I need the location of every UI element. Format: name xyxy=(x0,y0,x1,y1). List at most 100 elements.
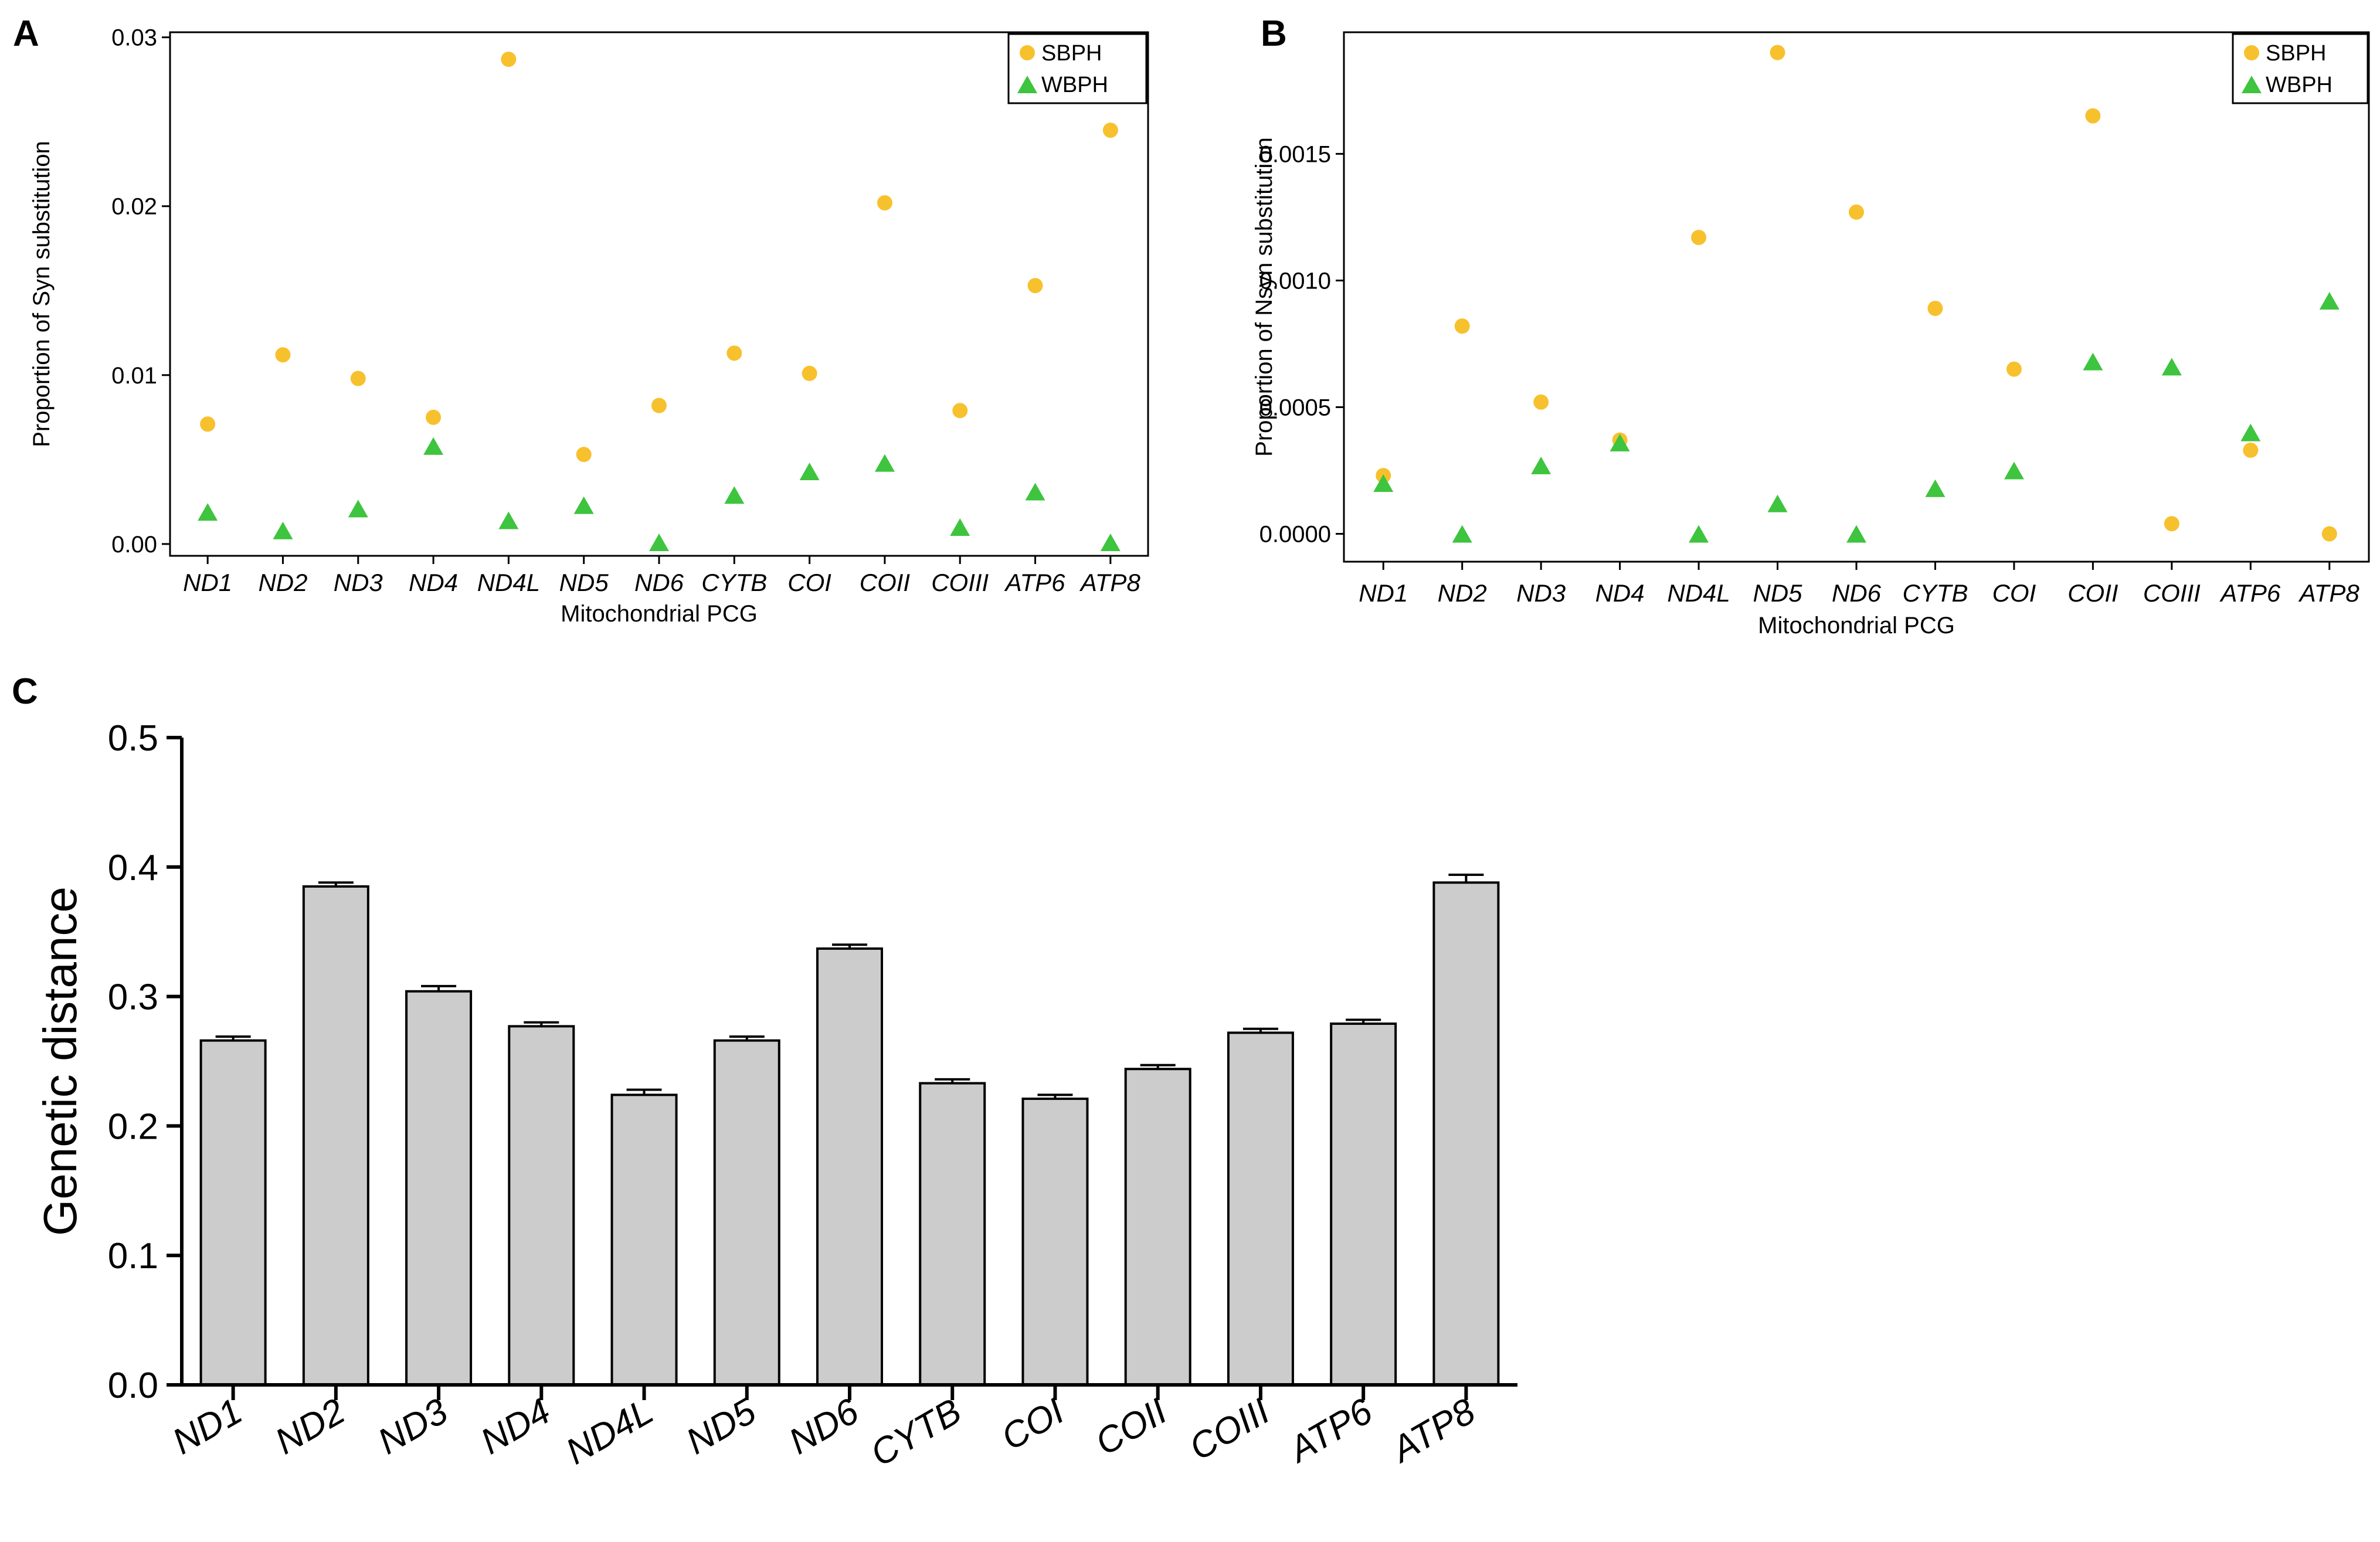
x-tick-label: ND6 xyxy=(1832,579,1882,607)
bar xyxy=(302,885,369,1387)
point-wbph xyxy=(2083,352,2103,371)
bar xyxy=(199,1039,267,1386)
point-sbph xyxy=(200,416,216,432)
point-sbph xyxy=(1454,318,1470,334)
y-tick-label: 0.4 xyxy=(108,848,158,888)
y-tick-label: 0.3 xyxy=(108,977,158,1018)
panel-letter-b: B xyxy=(1261,13,1287,54)
x-tick-label: ATP8 xyxy=(1079,569,1141,596)
point-sbph xyxy=(2321,526,2337,542)
x-tick-label: ND4 xyxy=(1595,579,1645,607)
point-wbph xyxy=(1925,479,1946,497)
point-sbph xyxy=(1691,229,1707,245)
point-sbph xyxy=(1927,300,1943,316)
point-wbph xyxy=(799,462,820,480)
x-tick-label: ATP8 xyxy=(2298,579,2360,607)
legend: SBPH WBPH xyxy=(1007,33,1147,104)
y-tick-label: 0.0005 xyxy=(1259,395,1331,420)
y-tick-label: 0.0 xyxy=(108,1366,158,1406)
panel-letter-a: A xyxy=(13,13,39,54)
point-sbph xyxy=(952,403,968,419)
point-wbph xyxy=(573,496,594,514)
legend-label-sbph: SBPH xyxy=(1041,41,1102,66)
x-tick-label: ND5 xyxy=(1753,579,1803,607)
x-tick-label: COII xyxy=(1089,1391,1174,1463)
point-sbph xyxy=(576,447,592,463)
point-sbph xyxy=(350,371,366,386)
point-wbph xyxy=(2161,358,2182,376)
point-wbph xyxy=(2004,461,2024,480)
x-tick-label: COIII xyxy=(1183,1391,1276,1468)
point-sbph xyxy=(877,195,892,210)
bar xyxy=(1227,1031,1294,1386)
x-tick-label: ND6 xyxy=(634,569,684,596)
point-wbph xyxy=(423,437,444,455)
point-wbph xyxy=(2240,423,2261,441)
y-tick-label: 0.0010 xyxy=(1259,268,1331,294)
x-tick-label: ND2 xyxy=(258,569,307,596)
x-tick-label: ATP6 xyxy=(2219,579,2281,607)
x-tick-label: COII xyxy=(2067,579,2118,607)
y-tick-label: 0.2 xyxy=(108,1106,158,1147)
point-wbph xyxy=(724,486,745,504)
point-wbph xyxy=(1846,525,1866,543)
x-tick-label: COII xyxy=(860,569,911,596)
legend-marker-wbph xyxy=(1017,76,1037,93)
y-axis-title: Proportion of Syn substitution xyxy=(29,141,55,447)
point-sbph xyxy=(501,52,517,67)
point-sbph xyxy=(651,398,667,413)
panel-c: C 0.0 0.1 0.2 0.3 0.4 0.5 ND1 ND2 ND3 ND4 ND4L ND5 ND… xyxy=(12,671,1517,1475)
point-wbph xyxy=(1025,483,1045,501)
point-sbph xyxy=(1849,204,1864,220)
x-tick-label: CYTB xyxy=(701,569,767,596)
y-tick-label: 0.01 xyxy=(111,363,157,389)
y-axis-title: Genetic distance xyxy=(34,887,86,1236)
y-tick-label: 0.0015 xyxy=(1259,141,1331,167)
bar xyxy=(1124,1068,1191,1387)
point-wbph xyxy=(874,454,895,472)
bar xyxy=(508,1025,575,1387)
x-tick-label: ATP6 xyxy=(1004,569,1066,596)
x-tick-label: ND2 xyxy=(1438,579,1487,607)
y-tick-label: 0.02 xyxy=(111,194,157,220)
point-sbph xyxy=(2006,361,2022,377)
panel-letter-c: C xyxy=(12,671,38,712)
y-tick-label: 0.1 xyxy=(108,1236,158,1276)
legend-label-wbph: WBPH xyxy=(1041,73,1108,97)
point-wbph xyxy=(348,500,368,518)
x-tick-label: ND3 xyxy=(371,1391,454,1462)
point-wbph xyxy=(1531,456,1551,474)
point-sbph xyxy=(802,365,817,381)
y-tick-label: 0.0000 xyxy=(1259,521,1331,547)
point-sbph xyxy=(726,345,742,361)
x-axis-title: Mitochondrial PCG xyxy=(561,601,758,627)
plot-frame xyxy=(1343,31,2370,563)
point-wbph xyxy=(1689,525,1709,543)
legend-marker-sbph xyxy=(1020,45,1035,60)
x-tick-label: ND4 xyxy=(409,569,458,596)
point-wbph xyxy=(498,511,519,529)
x-tick-label: ATP8 xyxy=(1383,1391,1482,1471)
point-sbph xyxy=(426,409,442,425)
point-wbph xyxy=(2319,291,2340,310)
point-sbph xyxy=(1027,278,1043,294)
x-tick-label: ND1 xyxy=(1359,579,1408,607)
legend-label-sbph: SBPH xyxy=(2266,41,2326,66)
point-sbph xyxy=(2085,108,2101,124)
y-tick-label: 0.03 xyxy=(111,25,157,51)
point-wbph xyxy=(1373,474,1394,493)
point-sbph xyxy=(1770,45,1785,60)
x-tick-label: COIII xyxy=(931,569,989,596)
point-wbph xyxy=(649,533,669,551)
x-tick-label: COI xyxy=(1992,579,2036,607)
x-tick-label: ND4L xyxy=(559,1391,660,1472)
bar xyxy=(919,1082,986,1386)
point-sbph xyxy=(275,347,291,363)
x-axis-title: Mitochondrial PCG xyxy=(1758,613,1955,638)
bar xyxy=(1021,1098,1089,1386)
x-tick-label: ND2 xyxy=(269,1391,352,1462)
x-tick-label: ND3 xyxy=(1516,579,1566,607)
y-axis-title: Proportion of Nsyn substitution xyxy=(1251,137,1277,457)
bar xyxy=(713,1039,780,1386)
